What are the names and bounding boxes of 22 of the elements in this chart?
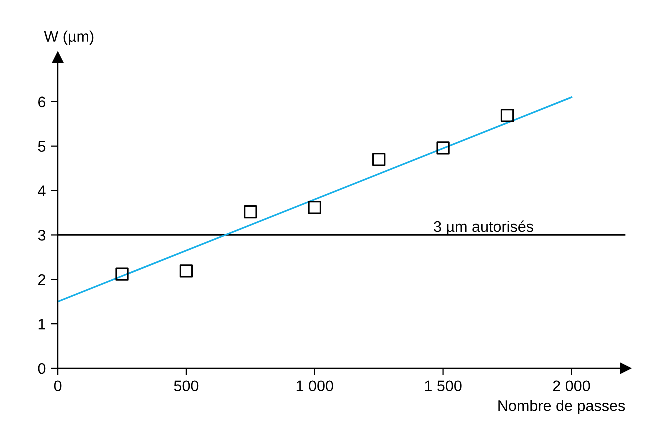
x-tick-label: 2 000 xyxy=(553,380,590,392)
point xyxy=(436,142,450,155)
x-tick-label: 500 xyxy=(174,380,199,392)
point xyxy=(372,153,386,166)
point xyxy=(116,268,129,281)
y-tick-label: 5 xyxy=(38,141,46,152)
y-tick-label: 6 xyxy=(38,96,46,108)
y-tick-label: 3 xyxy=(38,230,46,241)
x-tick-label: 1 500 xyxy=(425,380,462,392)
y-tick-label: 0 xyxy=(38,363,46,374)
point xyxy=(244,206,258,219)
x-tick-label: 1 000 xyxy=(296,380,334,392)
ref-line-label: 3 µm autorisés xyxy=(434,220,534,236)
y-tick-label: 2 xyxy=(38,274,46,286)
y-tick-label: 4 xyxy=(38,186,46,196)
point xyxy=(180,264,194,278)
y-axis-title: W (µm) xyxy=(44,30,94,46)
x-axis-title: Nombre de passes xyxy=(498,400,626,414)
point xyxy=(500,109,514,122)
x-tick-label: 0 xyxy=(54,380,62,392)
point xyxy=(308,201,322,214)
y-tick-label: 1 xyxy=(38,319,46,330)
